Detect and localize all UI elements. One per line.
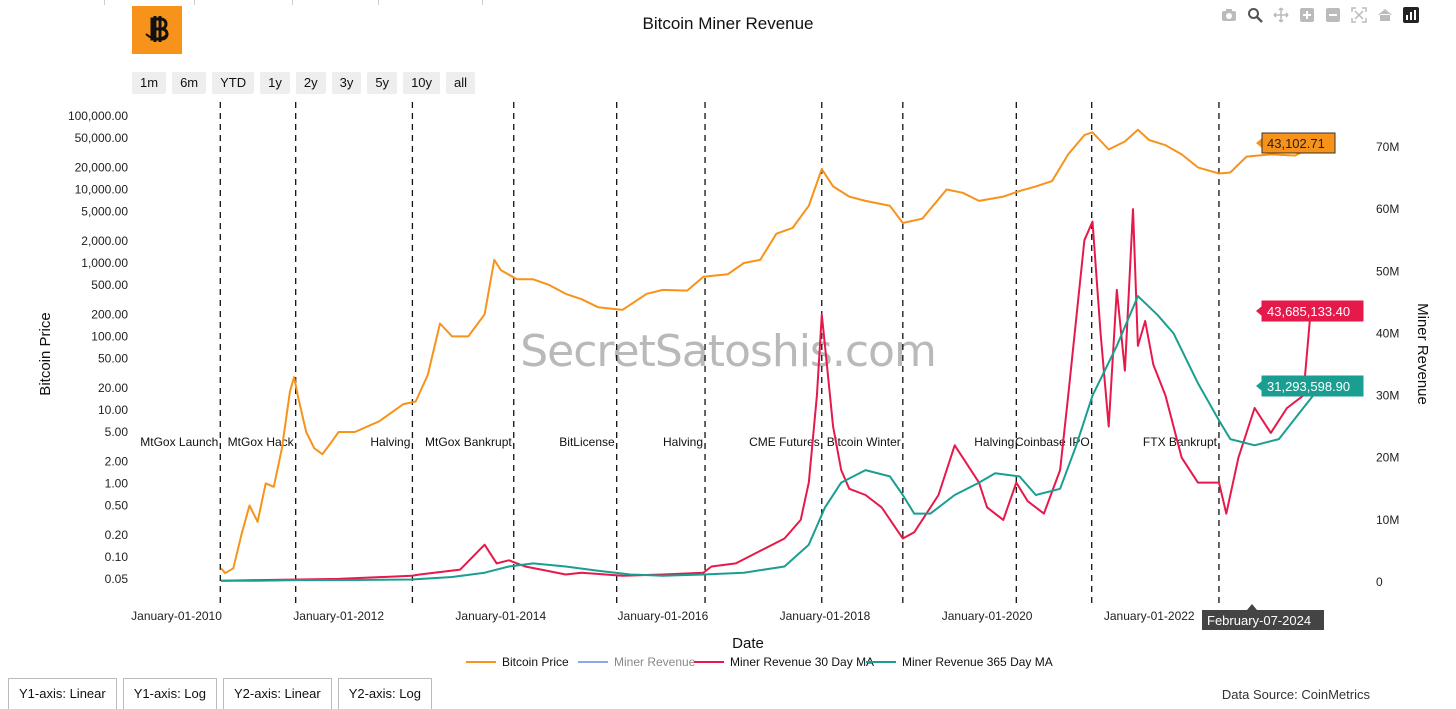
y1-tick-label: 5.00 <box>105 425 129 439</box>
chart-title: Bitcoin Miner Revenue <box>642 14 814 33</box>
axis-button-3[interactable]: Y2-axis: Linear <box>222 678 332 709</box>
y1-tick-label: 1,000.00 <box>81 256 128 270</box>
y1-tick-label: 5,000.00 <box>81 205 128 219</box>
series-line-ma365 <box>221 295 1321 582</box>
event-label: FTX Bankrupt <box>1143 435 1218 449</box>
ma30-last-label: 43,685,133.40 <box>1267 304 1350 319</box>
y2-tick-label: 0 <box>1376 575 1383 589</box>
y1-tick-label: 0.05 <box>105 572 129 586</box>
event-label: Halving <box>663 435 703 449</box>
x-tick-label: January-01-2016 <box>618 609 709 623</box>
price-last-label-box <box>1261 132 1336 154</box>
watermark: SecretSatoshis.com <box>520 326 937 377</box>
y1-tick-label: 100,000.00 <box>68 109 128 123</box>
range-button-1y[interactable]: 1y <box>260 72 290 94</box>
x-tick-label: January-01-2018 <box>780 609 871 623</box>
y1-tick-label: 100.00 <box>91 329 128 343</box>
ma365-last-label: 31,293,598.90 <box>1267 379 1350 394</box>
y2-tick-label: 60M <box>1376 202 1399 216</box>
date-last-label: February-07-2024 <box>1207 613 1311 628</box>
bitcoin-logo <box>132 6 182 54</box>
y1-tick-label: 10.00 <box>98 403 128 417</box>
axis-scale-buttons: Y1-axis: Linear Y1-axis: Log Y2-axis: Line… <box>8 678 432 709</box>
ma365-last-label-box <box>1261 375 1364 397</box>
data-source-note: Data Source: CoinMetrics <box>1221 687 1370 702</box>
legend-label[interactable]: Miner Revenue 30 Day MA <box>730 655 874 669</box>
event-label: Halving <box>370 435 410 449</box>
zoom-out-icon[interactable] <box>1324 6 1342 24</box>
axis-button-4[interactable]: Y2-axis: Log <box>337 678 432 709</box>
zoom-in-icon[interactable] <box>1298 6 1316 24</box>
event-label: MtGox Bankrupt <box>425 435 512 449</box>
y1-tick-label: 10,000.00 <box>75 182 129 196</box>
date-label-pointer <box>1247 604 1257 610</box>
x-tick-label: January-01-2022 <box>1104 609 1195 623</box>
legend-label[interactable]: Miner Revenue 365 Day MA <box>902 655 1053 669</box>
y1-tick-label: 1.00 <box>105 476 129 490</box>
range-button-5y[interactable]: 5y <box>367 72 398 94</box>
y1-tick-label: 20,000.00 <box>75 160 129 174</box>
y1-tick-label: 0.20 <box>105 528 129 542</box>
y1-axis-title: Bitcoin Price <box>37 312 54 395</box>
date-label-box <box>1202 610 1324 630</box>
y1-tick-label: 0.50 <box>105 499 129 513</box>
event-label: CME Futures <box>749 435 820 449</box>
price-last-label: 43,102.71 <box>1267 136 1325 151</box>
legend-label[interactable]: Bitcoin Price <box>502 655 569 669</box>
modebar <box>1220 6 1420 24</box>
y1-tick-label: 2,000.00 <box>81 234 128 248</box>
x-tick-label: January-01-2012 <box>293 609 384 623</box>
range-selector: 1m 6m YTD 1y 2y 3y 5y 10y all <box>132 72 476 94</box>
range-button-10y[interactable]: 10y <box>403 72 441 94</box>
x-tick-label: January-01-2010 <box>131 609 222 623</box>
range-button-all[interactable]: all <box>446 72 476 94</box>
x-axis-title: Date <box>732 635 764 652</box>
y1-tick-label: 0.10 <box>105 550 129 564</box>
top-tab-strip <box>0 0 1456 6</box>
axis-button-2[interactable]: Y1-axis: Log <box>122 678 217 709</box>
range-button-ytd[interactable]: YTD <box>212 72 255 94</box>
y2-tick-label: 30M <box>1376 389 1399 403</box>
x-tick-label: January-01-2014 <box>455 609 546 623</box>
ma365-last-label-pointer <box>1256 381 1262 391</box>
event-label: MtGox Hack <box>228 435 295 449</box>
range-button-2y[interactable]: 2y <box>295 72 326 94</box>
y2-axis-title: Miner Revenue <box>1414 303 1431 405</box>
legend-label[interactable]: Miner Revenue <box>614 655 696 669</box>
range-button-3y[interactable]: 3y <box>331 72 362 94</box>
event-label: MtGox Launch <box>140 435 218 449</box>
y2-tick-label: 40M <box>1376 326 1399 340</box>
y1-tick-label: 2.00 <box>105 454 129 468</box>
x-tick-label: January-01-2020 <box>942 609 1033 623</box>
range-button-1m[interactable]: 1m <box>132 72 167 94</box>
y1-tick-label: 500.00 <box>91 278 128 292</box>
event-label: Bitcoin Winter <box>827 435 901 449</box>
camera-icon[interactable] <box>1220 6 1238 24</box>
y2-tick-label: 70M <box>1376 140 1399 154</box>
y1-tick-label: 200.00 <box>91 307 128 321</box>
y1-tick-label: 50,000.00 <box>75 131 129 145</box>
price-last-label-pointer <box>1256 138 1262 148</box>
range-button-6m[interactable]: 6m <box>172 72 207 94</box>
pan-icon[interactable] <box>1272 6 1290 24</box>
ma30-last-label-pointer <box>1256 306 1262 316</box>
plotly-logo-icon[interactable] <box>1402 6 1420 24</box>
event-label: Coinbase IPO <box>1015 435 1090 449</box>
y2-tick-label: 10M <box>1376 513 1399 527</box>
ma30-last-label-box <box>1261 300 1364 322</box>
series-line-ma30 <box>221 208 1321 582</box>
autoscale-icon[interactable] <box>1350 6 1368 24</box>
y1-tick-label: 50.00 <box>98 352 128 366</box>
reset-axes-icon[interactable] <box>1376 6 1394 24</box>
event-label: Halving <box>974 435 1014 449</box>
zoom-icon[interactable] <box>1246 6 1264 24</box>
axis-button-1[interactable]: Y1-axis: Linear <box>8 678 117 709</box>
series-line-price <box>220 128 1320 575</box>
y1-tick-label: 20.00 <box>98 381 128 395</box>
y2-tick-label: 20M <box>1376 451 1399 465</box>
y2-tick-label: 50M <box>1376 264 1399 278</box>
event-label: BitLicense <box>559 435 615 449</box>
